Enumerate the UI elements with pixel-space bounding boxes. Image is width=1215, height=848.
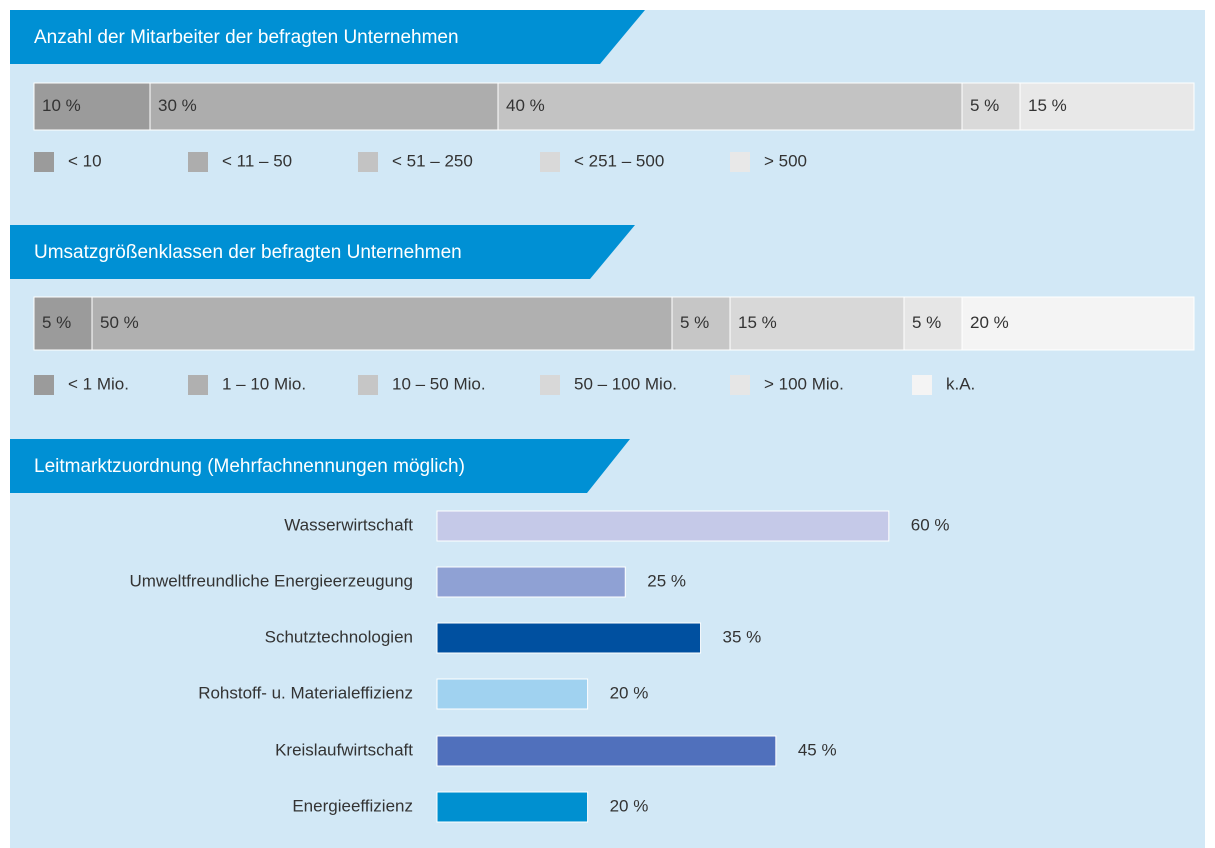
- category-label: Energieeffizienz: [292, 796, 413, 815]
- legend-label: k.A.: [946, 374, 975, 393]
- data-label: 30 %: [158, 96, 197, 115]
- title-banner: [10, 225, 635, 279]
- legend-swatch: [188, 375, 208, 395]
- legend-label: < 51 – 250: [392, 151, 473, 170]
- legend-label: 10 – 50 Mio.: [392, 374, 486, 393]
- data-label: 5 %: [42, 313, 71, 332]
- legend-swatch: [34, 375, 54, 395]
- data-label: 5 %: [970, 96, 999, 115]
- data-label: 40 %: [506, 96, 545, 115]
- bar-segment: [729, 296, 905, 351]
- category-label: Kreislaufwirtschaft: [275, 740, 413, 759]
- data-label: 25 %: [647, 571, 686, 590]
- bar: [436, 510, 890, 542]
- legend-label: 1 – 10 Mio.: [222, 374, 306, 393]
- data-label: 20 %: [610, 796, 649, 815]
- legend-swatch: [730, 152, 750, 172]
- bar-segment: [149, 82, 499, 131]
- data-label: 5 %: [680, 313, 709, 332]
- bar: [436, 566, 626, 598]
- title-banner: [10, 10, 645, 64]
- legend-label: > 500: [764, 151, 807, 170]
- category-label: Schutztechnologien: [265, 627, 413, 646]
- data-label: 20 %: [610, 683, 649, 702]
- category-label: Umweltfreundliche Energieerzeugung: [130, 571, 414, 590]
- legend-swatch: [730, 375, 750, 395]
- legend-swatch: [34, 152, 54, 172]
- bar-segment: [91, 296, 673, 351]
- data-label: 60 %: [911, 515, 950, 534]
- data-label: 5 %: [912, 313, 941, 332]
- data-label: 35 %: [723, 627, 762, 646]
- bar: [436, 791, 589, 823]
- legend-swatch: [358, 375, 378, 395]
- bar-segment: [961, 82, 1021, 131]
- data-label: 45 %: [798, 740, 837, 759]
- legend-label: > 100 Mio.: [764, 374, 844, 393]
- category-label: Wasserwirtschaft: [284, 515, 413, 534]
- legend-label: < 10: [68, 151, 102, 170]
- legend-swatch: [540, 152, 560, 172]
- data-label: 20 %: [970, 313, 1009, 332]
- legend-swatch: [540, 375, 560, 395]
- legend-label: < 251 – 500: [574, 151, 664, 170]
- legend-swatch: [912, 375, 932, 395]
- chart-title: Leitmarktzuordnung (Mehrfachnennungen mö…: [34, 456, 465, 477]
- bar: [436, 678, 589, 710]
- background: [10, 10, 1205, 848]
- bar-segment: [1019, 82, 1195, 131]
- data-label: 15 %: [1028, 96, 1067, 115]
- data-label: 10 %: [42, 96, 81, 115]
- title-banner: [10, 439, 630, 493]
- bar-segment: [671, 296, 731, 351]
- legend-label: 50 – 100 Mio.: [574, 374, 677, 393]
- data-label: 50 %: [100, 313, 139, 332]
- legend-label: < 1 Mio.: [68, 374, 129, 393]
- bar: [436, 735, 777, 767]
- legend-swatch: [188, 152, 208, 172]
- bar-segment: [33, 82, 151, 131]
- data-label: 15 %: [738, 313, 777, 332]
- category-label: Rohstoff- u. Materialeffizienz: [198, 683, 413, 702]
- bar-segment: [497, 82, 963, 131]
- bar: [436, 622, 702, 654]
- bar-segment: [961, 296, 1195, 351]
- legend-label: < 11 – 50: [222, 151, 292, 170]
- bar-segment: [903, 296, 963, 351]
- legend-swatch: [358, 152, 378, 172]
- chart-title: Anzahl der Mitarbeiter der befragten Unt…: [34, 27, 459, 48]
- chart-title: Umsatzgrößenklassen der befragten Untern…: [34, 242, 462, 263]
